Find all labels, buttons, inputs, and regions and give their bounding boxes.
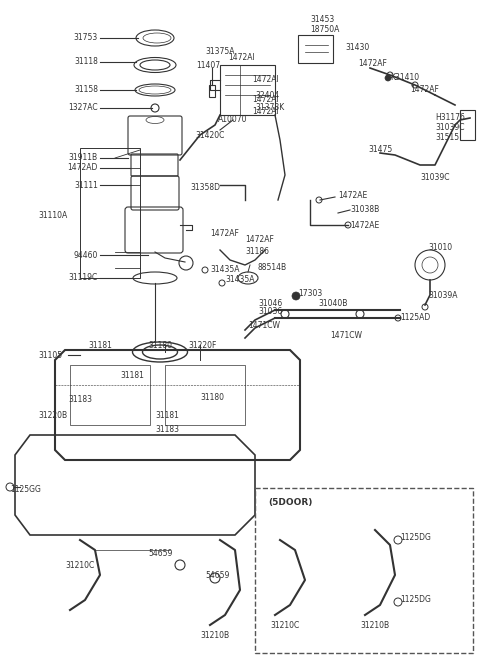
Text: 31040B: 31040B [318, 299, 348, 307]
Circle shape [292, 292, 300, 300]
Text: A10070: A10070 [218, 116, 248, 124]
Text: 31039C: 31039C [435, 124, 465, 132]
Text: H31176: H31176 [435, 114, 465, 122]
Text: 31036: 31036 [258, 307, 282, 317]
Bar [209, 85, 215, 97]
Text: 1125DG: 1125DG [400, 533, 431, 543]
Text: 31010: 31010 [428, 243, 452, 253]
Text: 1327AC: 1327AC [68, 104, 98, 112]
Text: 31186: 31186 [245, 247, 269, 256]
Bar [220, 65, 275, 115]
Text: 31183: 31183 [155, 426, 179, 434]
Text: K31410: K31410 [390, 73, 419, 83]
Text: 31038B: 31038B [350, 206, 379, 215]
Text: 94460: 94460 [73, 251, 98, 260]
Text: 1472AD: 1472AD [68, 163, 98, 173]
Text: 31210B: 31210B [360, 621, 389, 629]
Text: 31220B: 31220B [38, 410, 67, 420]
Text: 31453: 31453 [310, 15, 334, 24]
Text: 1472AF: 1472AF [410, 85, 439, 95]
Bar [80, 148, 140, 278]
Text: 31181: 31181 [120, 371, 144, 379]
Text: 1471CW: 1471CW [330, 330, 362, 340]
Text: 1472AI: 1472AI [252, 108, 279, 116]
Text: 31181: 31181 [155, 410, 179, 420]
Circle shape [385, 75, 391, 81]
Text: 31475: 31475 [368, 145, 392, 155]
Text: 1125AD: 1125AD [400, 313, 430, 323]
Text: 88514B: 88514B [258, 264, 287, 272]
Bar [70, 365, 150, 425]
Text: 1472AF: 1472AF [245, 235, 274, 245]
Text: 31039A: 31039A [428, 290, 457, 299]
Text: 31220F: 31220F [188, 340, 216, 350]
Text: 31158: 31158 [74, 85, 98, 95]
Text: 31111: 31111 [74, 180, 98, 190]
Text: 31180: 31180 [200, 393, 224, 403]
Text: 17303: 17303 [298, 288, 322, 297]
Bar [460, 110, 475, 140]
Text: 31210C: 31210C [65, 561, 94, 570]
Text: 31183: 31183 [68, 395, 92, 405]
Text: 31181: 31181 [88, 340, 112, 350]
Text: 1472AI: 1472AI [228, 52, 255, 61]
Text: 18750A: 18750A [310, 26, 339, 34]
Text: 31435A: 31435A [210, 266, 240, 274]
Text: 31753: 31753 [74, 34, 98, 42]
Text: 11407: 11407 [196, 61, 220, 69]
Text: 1471CW: 1471CW [248, 321, 280, 329]
Text: (5DOOR): (5DOOR) [268, 498, 312, 506]
Text: 1472AI: 1472AI [252, 95, 279, 104]
Text: 1472AF: 1472AF [358, 59, 387, 67]
Text: 1125GG: 1125GG [10, 485, 41, 494]
Bar [165, 365, 245, 425]
Text: 31180: 31180 [148, 340, 172, 350]
Text: 1125DG: 1125DG [400, 596, 431, 605]
Text: 31515: 31515 [435, 134, 459, 143]
Bar [255, 488, 473, 653]
Text: 1472AE: 1472AE [338, 190, 367, 200]
Text: 1472AI: 1472AI [252, 75, 279, 85]
Text: 54659: 54659 [148, 549, 172, 557]
Bar [298, 35, 333, 63]
Text: 1472AE: 1472AE [350, 221, 379, 229]
Text: 31375A: 31375A [205, 48, 235, 56]
Text: 31105: 31105 [38, 350, 62, 360]
Text: 31046: 31046 [258, 299, 282, 307]
Text: 31420C: 31420C [195, 130, 224, 139]
Text: 31210B: 31210B [200, 631, 229, 639]
Text: 54659: 54659 [205, 570, 229, 580]
Text: 31911B: 31911B [69, 153, 98, 163]
Text: 31435A: 31435A [225, 276, 254, 284]
Text: 31118: 31118 [74, 58, 98, 67]
Text: 31039C: 31039C [420, 173, 449, 182]
Text: 31119C: 31119C [69, 274, 98, 282]
Text: 32404: 32404 [255, 91, 279, 100]
Text: 1472AF: 1472AF [210, 229, 239, 237]
Text: 31373K: 31373K [255, 104, 284, 112]
Text: 31210C: 31210C [270, 621, 299, 629]
Text: 31358D: 31358D [190, 184, 220, 192]
Text: 31430: 31430 [345, 44, 369, 52]
Text: 31110A: 31110A [38, 210, 67, 219]
